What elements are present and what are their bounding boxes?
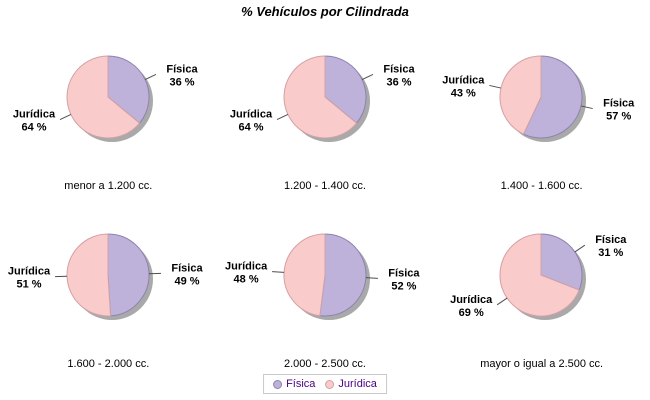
slice-label-value: 57 % bbox=[606, 111, 631, 123]
pie-chart-cell: Física 31 % Jurídica 69 % mayor o igual a 2… bbox=[433, 208, 650, 386]
pie-caption: 1.200 - 1.400 cc. bbox=[284, 180, 366, 192]
pie-chart-cell: Física 36 % Jurídica 64 % 1.200 - 1.400 cc. bbox=[217, 30, 434, 208]
slice-label-name: Jurídica bbox=[225, 261, 268, 273]
slice-label-name: Jurídica bbox=[230, 109, 273, 121]
chart-title: % Vehículos por Cilindrada bbox=[241, 4, 409, 19]
pie-chart-cell: Física 57 % Jurídica 43 % 1.400 - 1.600 cc. bbox=[433, 30, 650, 208]
label-leader-line bbox=[489, 84, 502, 89]
slice-label-name: Jurídica bbox=[13, 109, 56, 121]
charts-grid: Física 36 % Jurídica 64 % menor a 1.200 cc.… bbox=[0, 30, 650, 386]
pie-caption: 1.400 - 1.600 cc. bbox=[500, 180, 583, 192]
slice-label-name: Jurídica bbox=[443, 74, 486, 86]
legend: Física Jurídica bbox=[263, 374, 387, 394]
slice-label-value: 52 % bbox=[391, 280, 416, 292]
slice-label-name: Física bbox=[388, 267, 420, 279]
pie-slice-juridica bbox=[499, 55, 542, 135]
slice-label-name: Física bbox=[383, 63, 415, 75]
legend-color-dot bbox=[273, 379, 283, 389]
label-leader-line bbox=[144, 73, 157, 80]
label-leader-line bbox=[365, 277, 378, 279]
label-leader-line bbox=[59, 114, 72, 121]
slice-label-value: 36 % bbox=[169, 76, 194, 88]
pie-caption: menor a 1.200 cc. bbox=[64, 180, 153, 192]
label-leader-line bbox=[574, 244, 586, 253]
slice-label-value: 64 % bbox=[21, 122, 46, 134]
slice-label-name: Física bbox=[596, 234, 628, 246]
slice-label-value: 51 % bbox=[16, 279, 41, 291]
legend-color-dot bbox=[325, 379, 335, 389]
pie-caption: 2.000 - 2.500 cc. bbox=[284, 358, 366, 370]
label-leader-line bbox=[581, 105, 594, 110]
pie-chart-cell: Física 49 % Jurídica 51 % 1.600 - 2.000 cc. bbox=[0, 208, 217, 386]
pie-slice-fisica bbox=[540, 233, 583, 291]
legend-label: Física bbox=[286, 378, 316, 390]
slice-label-name: Física bbox=[166, 63, 198, 75]
pie-slice-juridica bbox=[283, 233, 326, 317]
legend-item: Jurídica bbox=[325, 378, 377, 390]
legend-item: Física bbox=[273, 378, 315, 390]
pie-chart-cell: Física 52 % Jurídica 48 % 2.000 - 2.500 cc. bbox=[217, 208, 434, 386]
pie-caption: mayor o igual a 2.500 cc. bbox=[480, 358, 604, 370]
pie-chart-cell: Física 36 % Jurídica 64 % menor a 1.200 cc. bbox=[0, 30, 217, 208]
slice-label-value: 64 % bbox=[238, 122, 263, 134]
slice-label-name: Jurídica bbox=[8, 266, 51, 278]
pie-slice-juridica bbox=[66, 233, 112, 317]
label-leader-line bbox=[361, 73, 373, 80]
label-leader-line bbox=[497, 297, 508, 306]
pie-slice-fisica bbox=[324, 55, 367, 124]
legend-label: Jurídica bbox=[338, 378, 377, 390]
pie-slice-fisica bbox=[523, 55, 583, 139]
slice-label-name: Física bbox=[603, 98, 635, 110]
slice-label-value: 48 % bbox=[233, 274, 258, 286]
pie-slice-fisica bbox=[318, 233, 367, 317]
slice-label-value: 69 % bbox=[459, 307, 484, 319]
pie-slice-juridica bbox=[499, 233, 581, 317]
label-leader-line bbox=[271, 271, 284, 273]
pie-slice-fisica bbox=[107, 55, 150, 124]
slice-label-value: 43 % bbox=[451, 87, 476, 99]
pie-caption: 1.600 - 2.000 cc. bbox=[67, 358, 150, 370]
slice-label-value: 49 % bbox=[174, 275, 199, 287]
slice-label-name: Física bbox=[171, 262, 203, 274]
pie-slice-juridica bbox=[66, 55, 141, 139]
label-leader-line bbox=[276, 114, 288, 121]
slice-label-value: 31 % bbox=[599, 247, 624, 259]
slice-label-value: 36 % bbox=[386, 76, 411, 88]
pie-slice-juridica bbox=[283, 55, 357, 139]
slice-label-name: Jurídica bbox=[450, 294, 493, 306]
